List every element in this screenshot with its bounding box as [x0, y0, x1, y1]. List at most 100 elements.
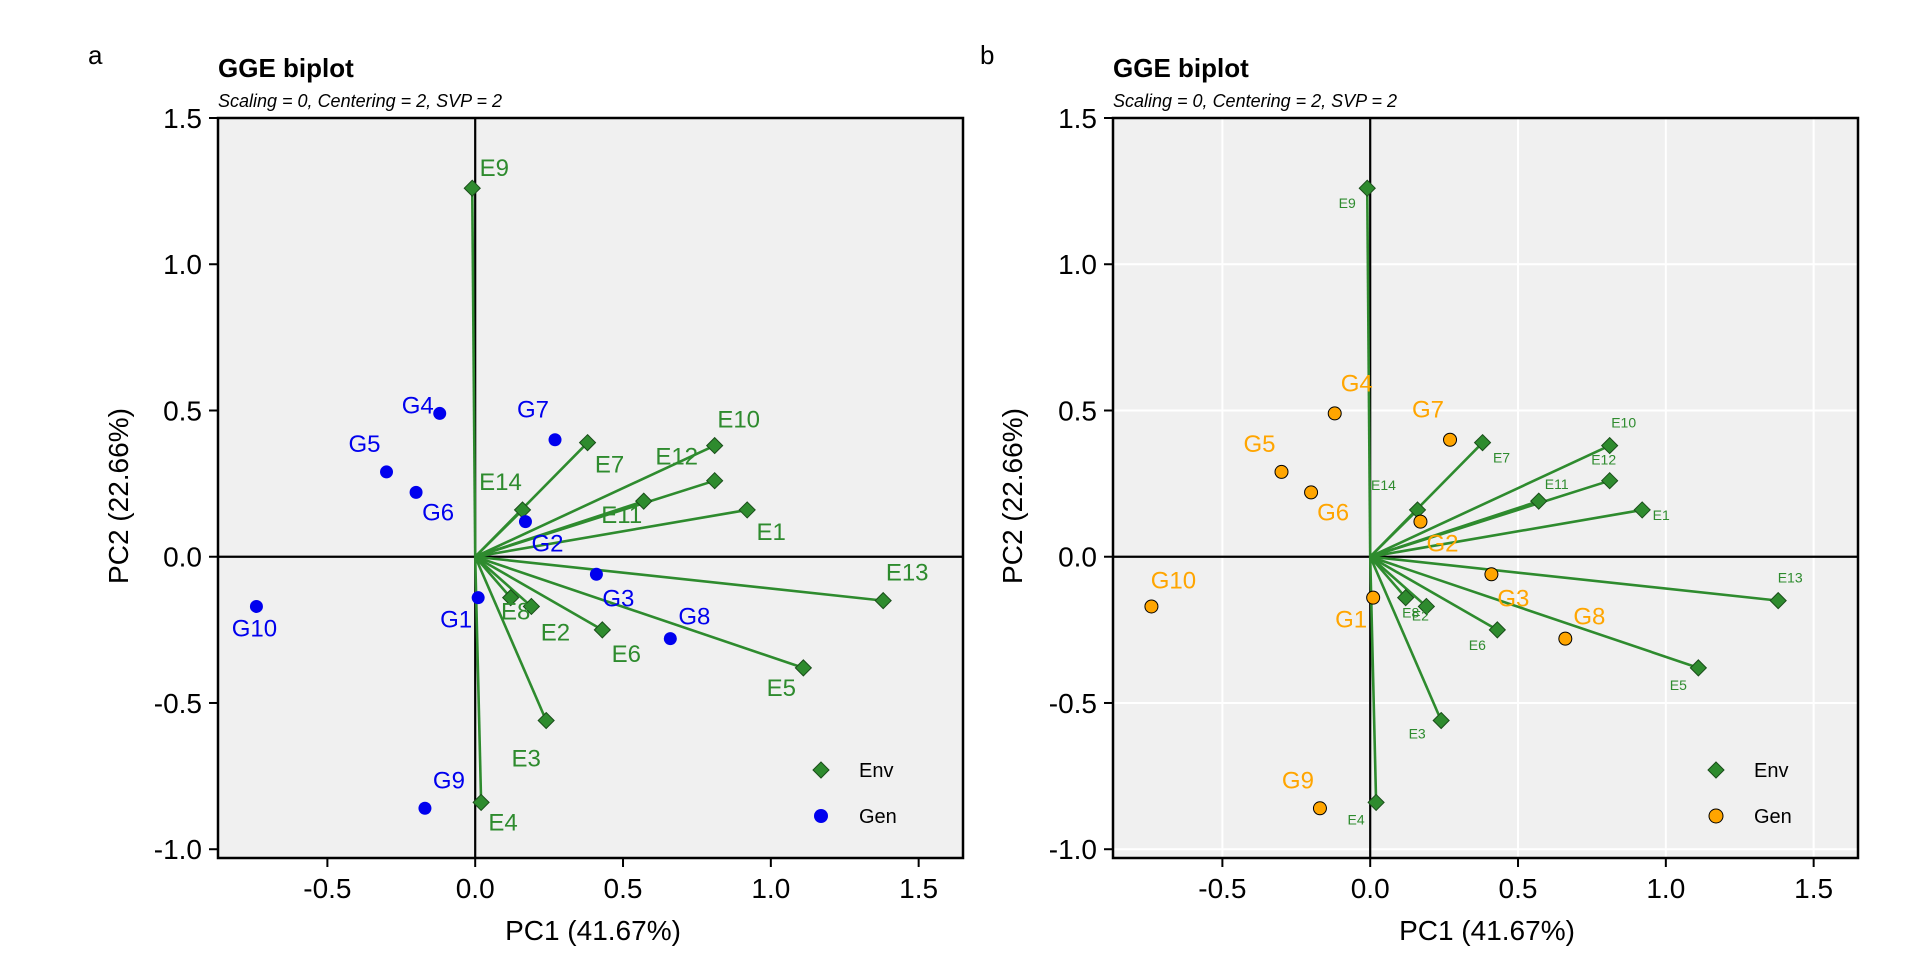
x-axis-label-a: PC1 (41.67%)	[505, 915, 681, 946]
gen-label-g5: G5	[1244, 431, 1276, 458]
env-label-e9: E9	[1339, 195, 1356, 211]
env-vector-e14	[474, 509, 524, 558]
env-label-e11: E11	[601, 502, 642, 529]
env-label-e14: E14	[1371, 477, 1396, 493]
y-tick-label: 0.0	[1058, 542, 1097, 573]
legend-gen-marker	[814, 809, 828, 823]
env-label-e6: E6	[1469, 637, 1486, 653]
chart-title-b: GGE biplot	[1113, 53, 1249, 83]
gen-point-g9	[418, 801, 432, 815]
gen-point-g6	[409, 485, 423, 499]
env-label-e13: E13	[886, 560, 929, 587]
x-tick-label: 0.5	[1499, 873, 1538, 904]
y-tick-label: 0.0	[163, 542, 202, 573]
y-axis-label-a: PC2 (22.66%)	[103, 408, 134, 584]
x-tick-label: 0.5	[604, 873, 643, 904]
y-tick-label: -0.5	[1049, 688, 1097, 719]
x-tick-label: 1.0	[751, 873, 790, 904]
gen-point-g5	[380, 465, 394, 479]
gen-point-g3	[1484, 567, 1499, 582]
env-point-e10	[705, 436, 724, 455]
x-tick-label: -0.5	[303, 873, 351, 904]
env-vector-e10	[1369, 444, 1611, 558]
env-point-e8	[501, 588, 520, 607]
env-label-e8: E8	[1402, 605, 1419, 621]
gen-point-g8	[1558, 631, 1573, 646]
plot-frame	[216, 116, 965, 860]
plot-frame	[1111, 116, 1860, 860]
legend-gen-marker	[1708, 808, 1724, 824]
env-vector-e12	[1369, 479, 1611, 558]
legend: Env Gen	[1707, 760, 1792, 828]
y-tick-label: -1.0	[154, 834, 202, 865]
env-vector-e3	[474, 556, 548, 722]
x-tick-label: 0.0	[1351, 873, 1390, 904]
env-label-e12: E12	[655, 444, 698, 471]
env-point-e7	[578, 433, 597, 452]
legend-env-marker	[812, 761, 830, 779]
legend-env-marker	[1707, 761, 1725, 779]
env-point-e2	[1417, 597, 1436, 616]
env-vector-e8	[1369, 555, 1407, 599]
env-vector-e9	[470, 188, 477, 557]
plot-background	[218, 118, 963, 858]
env-vector-e13	[1370, 555, 1779, 602]
env-point-e5	[794, 659, 813, 677]
x-tick-label: 1.5	[1794, 873, 1833, 904]
gen-label-g10: G10	[1151, 567, 1196, 594]
env-vector-e1	[474, 508, 748, 559]
env-label-e4: E4	[488, 809, 517, 836]
env-point-e7	[1473, 433, 1492, 452]
panel-label-a: a	[88, 40, 103, 70]
env-label-e3: E3	[1409, 726, 1426, 742]
env-point-e6	[1488, 621, 1507, 639]
env-label-e10: E10	[1611, 415, 1636, 431]
env-point-e12	[705, 471, 724, 490]
y-tick-label: 1.0	[163, 249, 202, 280]
env-point-e8	[1396, 588, 1415, 607]
env-label-e2: E2	[1412, 607, 1429, 623]
gen-point-g1	[1366, 590, 1381, 605]
env-label-e4: E4	[1348, 811, 1365, 827]
env-label-e1: E1	[1653, 507, 1670, 523]
y-tick-label: -0.5	[154, 688, 202, 719]
env-point-e3	[1432, 711, 1450, 730]
env-point-e2	[522, 597, 541, 616]
panel-b: b GGE biplot Scaling = 0, Centering = 2,…	[980, 40, 1860, 946]
env-label-e13: E13	[1778, 570, 1803, 586]
legend-env-label: Env	[1754, 760, 1788, 782]
gen-label-g1: G1	[440, 607, 472, 634]
gen-point-g9	[1312, 801, 1327, 816]
env-point-e12	[1600, 471, 1619, 490]
env-point-e4	[472, 793, 490, 812]
env-vector-e13	[475, 555, 884, 602]
plot-area-a: E1 E2 E3 E4 E5 E6 E7 E8 E9 E10 E11 E12 E13 E14 G1 G2 G3 G…	[154, 103, 965, 904]
y-tick-label: 0.5	[1058, 395, 1097, 426]
gen-point-g7	[1443, 432, 1458, 447]
env-point-e3	[537, 711, 555, 730]
env-point-e11	[635, 492, 653, 510]
env-label-e14: E14	[479, 469, 522, 496]
gen-label-g1: G1	[1335, 607, 1367, 634]
env-vector-e2	[1369, 555, 1428, 608]
env-point-e9	[1358, 179, 1376, 197]
gen-label-g3: G3	[602, 585, 634, 612]
chart-title-a: GGE biplot	[218, 53, 354, 83]
env-vector-e1	[1369, 508, 1643, 559]
env-label-e2: E2	[541, 619, 570, 646]
legend-gen-label: Gen	[859, 806, 897, 828]
env-point-e13	[1769, 591, 1787, 610]
gen-point-g6	[1304, 485, 1319, 500]
gen-label-g5: G5	[349, 431, 381, 458]
env-label-e3: E3	[511, 746, 540, 773]
x-tick-label: 1.0	[1646, 873, 1685, 904]
env-point-e10	[1600, 436, 1619, 455]
panel-label-b: b	[980, 40, 994, 70]
env-label-e5: E5	[1670, 677, 1687, 693]
env-label-e11: E11	[1545, 476, 1569, 492]
gen-point-g3	[589, 567, 603, 581]
gen-label-g3: G3	[1497, 585, 1529, 612]
x-axis-label-b: PC1 (41.67%)	[1399, 915, 1575, 946]
env-point-e13	[874, 591, 892, 610]
